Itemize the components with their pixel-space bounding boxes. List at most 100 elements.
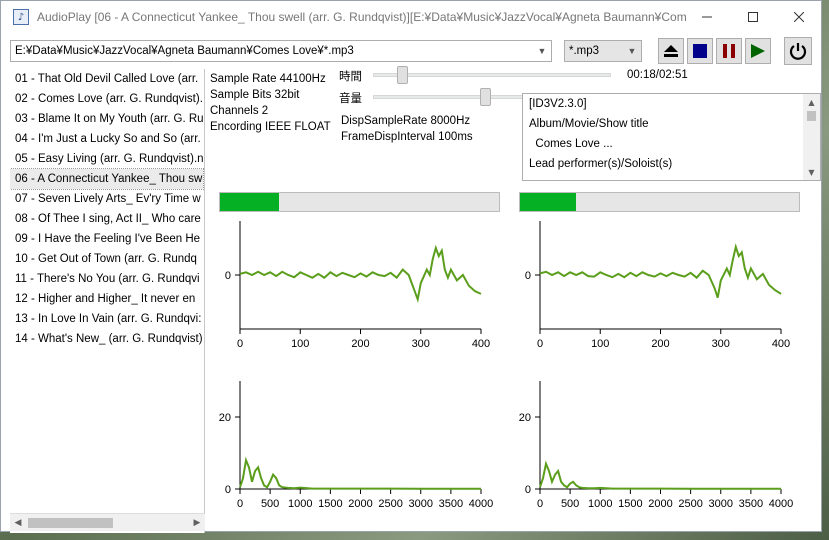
x-tick-label: 200	[351, 338, 369, 350]
x-tick-label: 2500	[678, 498, 702, 510]
path-value: E:¥Data¥Music¥JazzVocal¥Agneta Baumann¥C…	[15, 45, 354, 57]
channels: Channels 2	[210, 105, 269, 117]
x-tick-label: 500	[261, 498, 279, 510]
y-tick-label: 0	[225, 270, 231, 282]
scrollbar-thumb[interactable]	[28, 518, 113, 528]
play-icon	[751, 44, 765, 58]
frame-disp-interval: FrameDispInterval 100ms	[341, 131, 473, 143]
music-note-icon: ♪	[13, 9, 29, 25]
window-title: AudioPlay [06 - A Connecticut Yankee_ Th…	[37, 10, 687, 24]
y-tick-label: 20	[219, 412, 231, 424]
playlist-item[interactable]: 02 - Comes Love (arr. G. Rundqvist).	[15, 93, 203, 105]
x-tick-label: 3000	[409, 498, 433, 510]
scroll-right-icon[interactable]: ▶	[193, 518, 201, 528]
waveform-chart-left: 0 100 200 300 400 0	[225, 221, 490, 350]
playlist-item[interactable]: 08 - Of Thee I sing, Act II_ Who care	[15, 213, 201, 225]
playlist-item[interactable]: 04 - I'm Just a Lucky So and So (arr.	[15, 133, 201, 145]
playlist-item[interactable]: 07 - Seven Lively Arts_ Ev'ry Time w	[15, 193, 201, 205]
playlist-item[interactable]: 12 - Higher and Higher_ It never en	[15, 293, 196, 305]
maximize-button[interactable]	[730, 1, 776, 33]
level-meter-right	[519, 192, 800, 212]
x-tick-label: 3000	[709, 498, 733, 510]
close-button[interactable]	[776, 1, 822, 33]
toolbar: E:¥Data¥Music¥JazzVocal¥Agneta Baumann¥C…	[1, 37, 821, 65]
pause-button[interactable]	[716, 38, 742, 64]
power-button[interactable]	[784, 37, 812, 65]
tag-vertical-scrollbar[interactable]: ▲ ▼	[803, 94, 820, 180]
chevron-down-icon[interactable]: ▼	[537, 46, 547, 56]
scroll-up-icon[interactable]: ▲	[808, 97, 815, 107]
x-tick-label: 4000	[469, 498, 493, 510]
sample-bits: Sample Bits 32bit	[210, 89, 300, 101]
scroll-left-icon[interactable]: ◀	[14, 518, 22, 528]
id3-tag-list[interactable]: [ID3V2.3.0] Album/Movie/Show title Comes …	[522, 93, 821, 181]
level-fill-left	[220, 193, 279, 211]
x-tick-label: 2000	[348, 498, 372, 510]
x-tick-label: 300	[412, 338, 430, 350]
playlist-item[interactable]: 10 - Get Out of Town (arr. G. Rundq	[15, 253, 197, 265]
eject-button[interactable]	[658, 38, 684, 64]
minimize-icon	[702, 16, 712, 18]
spectrum-chart-right: 0 500 1000 1500 2000 2500 3000 3500 4000 0 20	[519, 381, 793, 510]
level-fill-right	[520, 193, 576, 211]
time-slider-thumb[interactable]	[397, 66, 409, 84]
tag-line[interactable]: Album/Movie/Show title	[529, 118, 649, 130]
series-line	[539, 243, 782, 299]
x-tick-label: 4000	[769, 498, 793, 510]
maximize-icon	[748, 12, 758, 22]
x-tick-label: 3500	[739, 498, 763, 510]
time-label: 時間	[339, 69, 362, 83]
x-tick-label: 3500	[439, 498, 463, 510]
x-tick-label: 0	[537, 498, 543, 510]
tag-line[interactable]: Lead performer(s)/Soloist(s)	[529, 158, 673, 170]
x-tick-label: 400	[472, 338, 490, 350]
encoding: Encording IEEE FLOAT	[210, 121, 331, 133]
time-slider-track[interactable]	[373, 73, 611, 77]
series-line	[239, 456, 481, 490]
level-meter-left	[219, 192, 500, 212]
volume-slider-thumb[interactable]	[479, 88, 491, 106]
x-tick-label: 100	[591, 338, 609, 350]
playlist-item[interactable]: 13 - In Love In Vain (arr. G. Rundqvi:	[15, 313, 202, 325]
path-combobox[interactable]: E:¥Data¥Music¥JazzVocal¥Agneta Baumann¥C…	[10, 40, 552, 62]
playlist-item[interactable]: 09 - I Have the Feeling I've Been He	[15, 233, 201, 245]
playlist-item[interactable]: 01 - That Old Devil Called Love (arr.	[15, 73, 199, 85]
minimize-button[interactable]	[684, 1, 730, 33]
scrollbar-thumb[interactable]	[807, 111, 816, 121]
stop-button[interactable]	[687, 38, 713, 64]
title-bar[interactable]: ♪ AudioPlay [06 - A Connecticut Yankee_ …	[1, 1, 821, 33]
playlist-item[interactable]: 06 - A Connecticut Yankee_ Thou sw	[10, 168, 204, 190]
playlist-item[interactable]: 11 - There's No You (arr. G. Rundqvi	[15, 273, 200, 285]
spectrum-chart-left: 0 500 1000 1500 2000 2500 3000 3500 4000 0 20	[219, 381, 493, 510]
time-readout: 00:18/02:51	[627, 69, 688, 81]
scroll-down-icon[interactable]: ▼	[808, 167, 815, 177]
waveform-chart-right: 0 100 200 300 400 0	[525, 221, 790, 350]
x-tick-label: 100	[291, 338, 309, 350]
chevron-down-icon[interactable]: ▼	[627, 46, 637, 56]
power-icon	[789, 43, 807, 60]
playlist-item[interactable]: 05 - Easy Living (arr. G. Rundqvist).n	[15, 153, 203, 165]
display-settings: DispSampleRate 8000Hz FrameDispInterval …	[341, 113, 473, 145]
x-tick-label: 400	[772, 338, 790, 350]
playlist-horizontal-scrollbar[interactable]: ◀ ▶	[10, 513, 205, 531]
playlist-item[interactable]: 03 - Blame It on My Youth (arr. G. Ru	[15, 113, 203, 125]
tag-line[interactable]: Comes Love ...	[529, 138, 613, 150]
extension-combobox[interactable]: *.mp3 ▼	[564, 40, 642, 62]
pause-icon	[723, 44, 735, 58]
volume-label: 音量	[339, 91, 362, 105]
y-tick-label: 0	[225, 484, 231, 496]
x-tick-label: 1500	[618, 498, 642, 510]
extension-value: *.mp3	[569, 45, 600, 57]
tag-line[interactable]: [ID3V2.3.0]	[529, 98, 587, 110]
playlist[interactable]: 01 - That Old Devil Called Love (arr. 02 …	[10, 69, 205, 533]
stop-icon	[693, 44, 707, 58]
play-button[interactable]	[745, 38, 771, 64]
eject-icon	[664, 44, 678, 57]
sample-rate: Sample Rate 44100Hz	[210, 73, 326, 85]
y-tick-label: 20	[519, 412, 531, 424]
playlist-item[interactable]: 14 - What's New_ (arr. G. Rundqvist)	[15, 333, 203, 345]
x-tick-label: 500	[561, 498, 579, 510]
series-line	[239, 244, 482, 304]
x-tick-label: 2500	[378, 498, 402, 510]
audio-info: Sample Rate 44100Hz Sample Bits 32bit Ch…	[210, 71, 331, 135]
